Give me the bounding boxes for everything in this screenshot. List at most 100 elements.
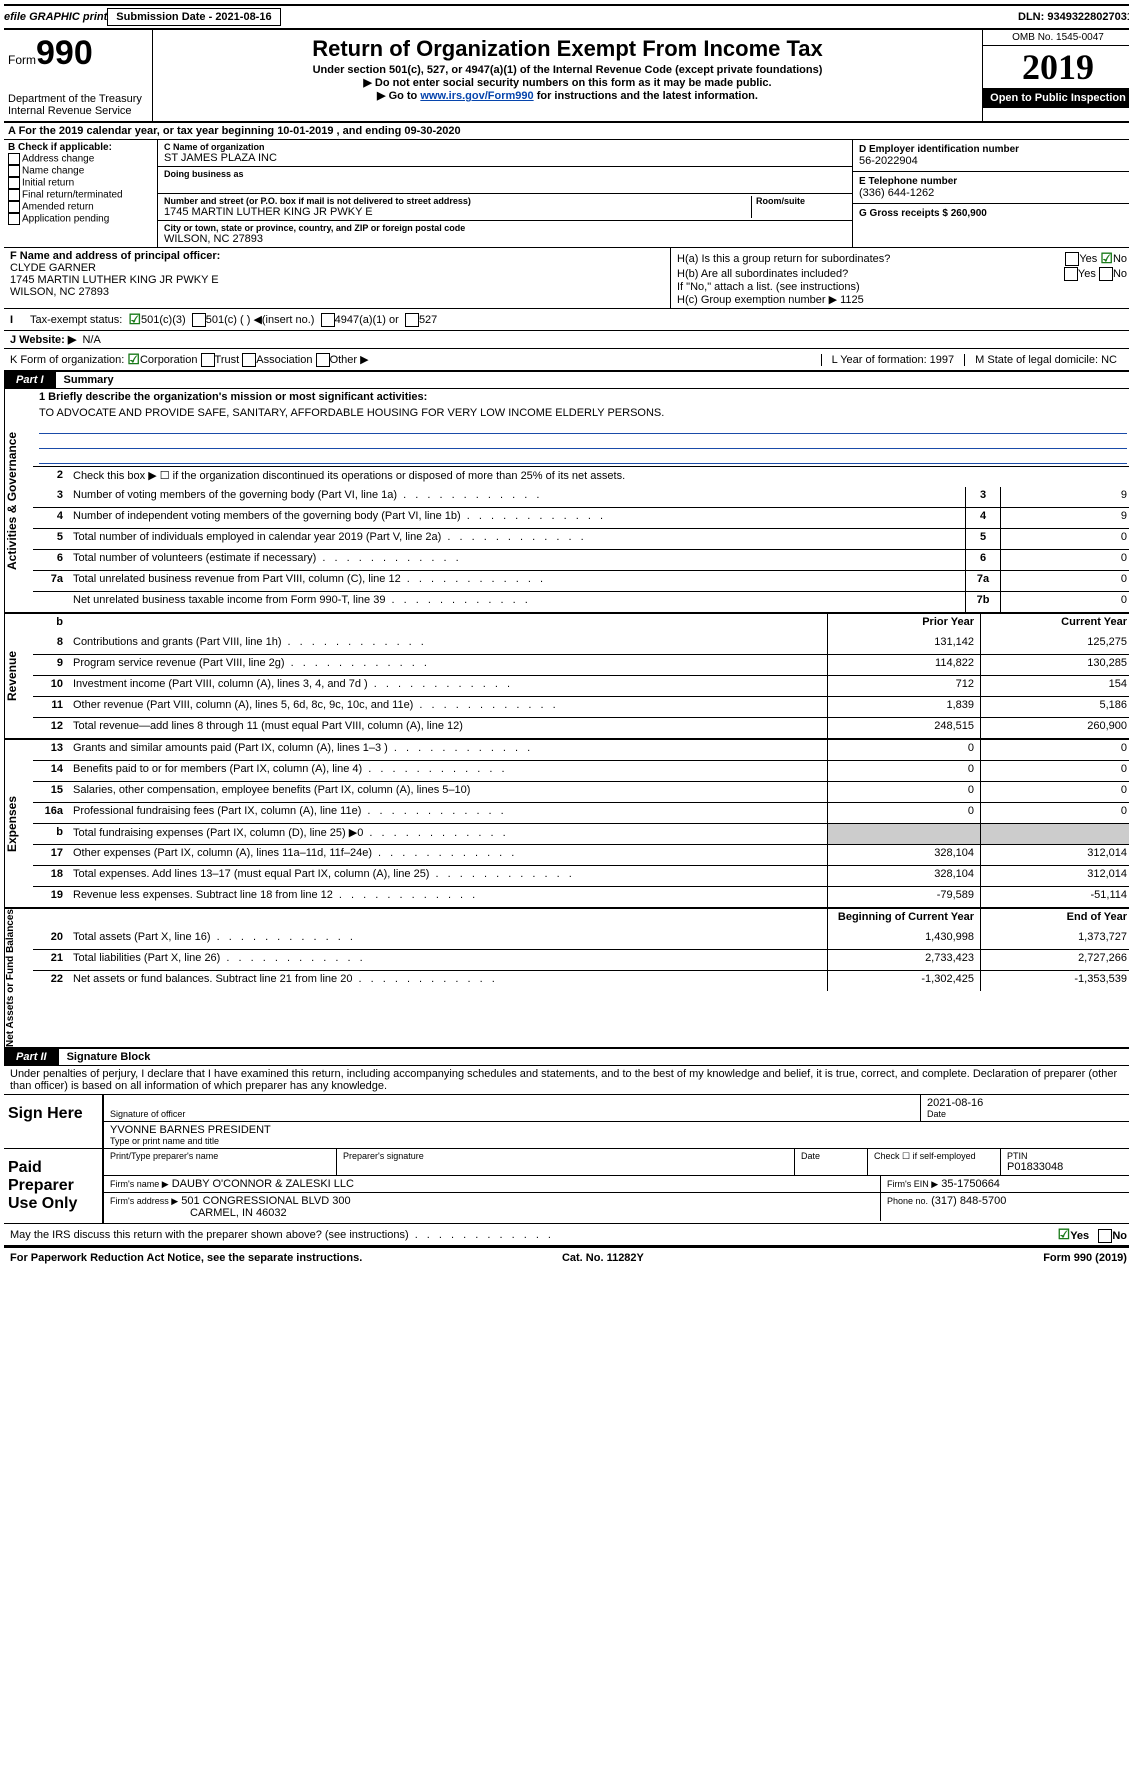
hdr-prior-year: Prior Year [827,614,980,634]
discuss-row: May the IRS discuss this return with the… [4,1224,1129,1247]
table-row: 10Investment income (Part VIII, column (… [33,675,1129,696]
discuss-yes-checkbox[interactable]: ☑ [1058,1226,1071,1242]
table-row: 5Total number of individuals employed in… [33,528,1129,549]
sign-here-label: Sign Here [4,1095,104,1148]
vlabel-activities: Activities & Governance [4,389,33,612]
table-row: 14Benefits paid to or for members (Part … [33,760,1129,781]
mission-label: 1 Briefly describe the organization's mi… [39,391,1127,403]
hdr-end-year: End of Year [980,909,1129,929]
table-row: bTotal fundraising expenses (Part IX, co… [33,823,1129,844]
topbar: efile GRAPHIC print Submission Date - 20… [4,4,1129,30]
ha-label: H(a) Is this a group return for subordin… [677,253,1065,265]
table-row: 20Total assets (Part X, line 16)1,430,99… [33,929,1129,949]
firm-addr-label: Firm's address ▶ [110,1196,178,1206]
line-2: Check this box ▶ ☐ if the organization d… [69,467,1129,487]
vlabel-revenue: Revenue [4,614,33,738]
chk-final-return[interactable] [8,189,20,201]
hb-yes-checkbox[interactable] [1064,267,1078,281]
form-note-2-post: for instructions and the latest informat… [534,90,758,102]
tax-year: 2019 [983,46,1129,88]
form-title-block: Return of Organization Exempt From Incom… [153,30,982,121]
checkboxes-b: B Check if applicable: Address change Na… [4,140,158,247]
gross-receipts: G Gross receipts $ 260,900 [859,208,1127,219]
sign-here-block: Sign Here Signature of officer 2021-08-1… [4,1095,1129,1149]
tax-exempt-label: Tax-exempt status: [30,314,122,326]
perjury-statement: Under penalties of perjury, I declare th… [4,1066,1129,1095]
form990-link[interactable]: www.irs.gov/Form990 [420,90,533,102]
discuss-label: May the IRS discuss this return with the… [10,1229,554,1241]
dba-label: Doing business as [164,169,846,179]
form-note-1: ▶ Do not enter social security numbers o… [157,76,978,89]
dept-label: Department of the Treasury [8,93,148,105]
table-row: 15Salaries, other compensation, employee… [33,781,1129,802]
hb-no-checkbox[interactable] [1099,267,1113,281]
table-row: 22Net assets or fund balances. Subtract … [33,970,1129,991]
officer-addr1: 1745 MARTIN LUTHER KING JR PWKY E [10,274,664,286]
sig-officer-label: Signature of officer [110,1109,914,1119]
firm-ein-label: Firm's EIN ▶ [887,1179,938,1189]
officer-label: F Name and address of principal officer: [10,250,664,262]
group-return-block: H(a) Is this a group return for subordin… [671,248,1129,308]
ha-no-checkbox[interactable]: ☑ [1100,250,1113,267]
ein-phone-block: D Employer identification number 56-2022… [853,140,1129,247]
dln-label: DLN: 93493228027031 [1018,11,1129,23]
submission-date-button[interactable]: Submission Date - 2021-08-16 [107,8,280,26]
form-number-block: Form990 Department of the Treasury Inter… [4,30,153,121]
part1-tab: Part I [4,372,56,388]
revenue-block: Revenue b Prior Year Current Year 8Contr… [4,614,1129,740]
chk-other[interactable] [316,353,330,367]
table-row: 3Number of voting members of the governi… [33,487,1129,507]
city-label: City or town, state or province, country… [164,223,846,233]
ptin-label: PTIN [1007,1151,1127,1161]
firm-phone-value: (317) 848-5700 [931,1195,1006,1207]
chk-501c[interactable] [192,313,206,327]
website-row: J Website: ▶ N/A [4,331,1129,349]
table-row: 18Total expenses. Add lines 13–17 (must … [33,865,1129,886]
chk-address-change[interactable] [8,153,20,165]
mission-block: 1 Briefly describe the organization's mi… [33,389,1129,466]
chk-501c3[interactable]: ☑ [128,311,141,328]
net-assets-block: Net Assets or Fund Balances Beginning of… [4,909,1129,1049]
table-row: 9Program service revenue (Part VIII, lin… [33,654,1129,675]
hdr-current-year: Current Year [980,614,1129,634]
vlabel-expenses: Expenses [4,740,33,907]
form-of-org-row: K Form of organization: ☑ Corporation Tr… [4,349,1129,372]
street-address: 1745 MARTIN LUTHER KING JR PWKY E [164,206,751,218]
chk-4947[interactable] [321,313,335,327]
chk-trust[interactable] [201,353,215,367]
typed-name-label: Type or print name and title [110,1136,1127,1146]
chk-association[interactable] [242,353,256,367]
hb-label: H(b) Are all subordinates included? [677,268,1064,280]
firm-name-value: DAUBY O'CONNOR & ZALESKI LLC [172,1178,354,1190]
form-header: Form990 Department of the Treasury Inter… [4,30,1129,123]
expenses-block: Expenses 13Grants and similar amounts pa… [4,740,1129,909]
m-state-domicile: M State of legal domicile: NC [964,354,1127,366]
chk-527[interactable] [405,313,419,327]
hdr-begin-year: Beginning of Current Year [827,909,980,929]
chk-amended-return[interactable] [8,201,20,213]
tax-exempt-row: I Tax-exempt status: ☑ 501(c)(3) 501(c) … [4,309,1129,331]
part2-tab: Part II [4,1049,59,1065]
part2-header: Part II Signature Block [4,1049,1129,1066]
firm-ein-value: 35-1750664 [941,1178,1000,1190]
website-value: N/A [82,334,100,346]
table-row: 6Total number of volunteers (estimate if… [33,549,1129,570]
chk-name-change[interactable] [8,165,20,177]
chk-corporation[interactable]: ☑ [127,351,140,368]
chk-initial-return[interactable] [8,177,20,189]
chk-application-pending[interactable] [8,213,20,225]
phone-label: E Telephone number [859,176,1127,187]
ha-yes-checkbox[interactable] [1065,252,1079,266]
part1-header: Part I Summary [4,372,1129,389]
table-row: 12Total revenue—add lines 8 through 11 (… [33,717,1129,738]
efile-label: efile GRAPHIC print [4,11,107,23]
entity-info: B Check if applicable: Address change Na… [4,140,1129,248]
ptin-value: P01833048 [1007,1161,1127,1173]
officer-group-block: F Name and address of principal officer:… [4,248,1129,309]
room-label: Room/suite [756,196,846,206]
ein-label: D Employer identification number [859,144,1127,155]
hb-note: If "No," attach a list. (see instruction… [677,281,1127,293]
firm-addr2: CARMEL, IN 46032 [110,1207,287,1219]
cat-number: Cat. No. 11282Y [562,1252,644,1264]
discuss-no-checkbox[interactable] [1098,1229,1112,1243]
